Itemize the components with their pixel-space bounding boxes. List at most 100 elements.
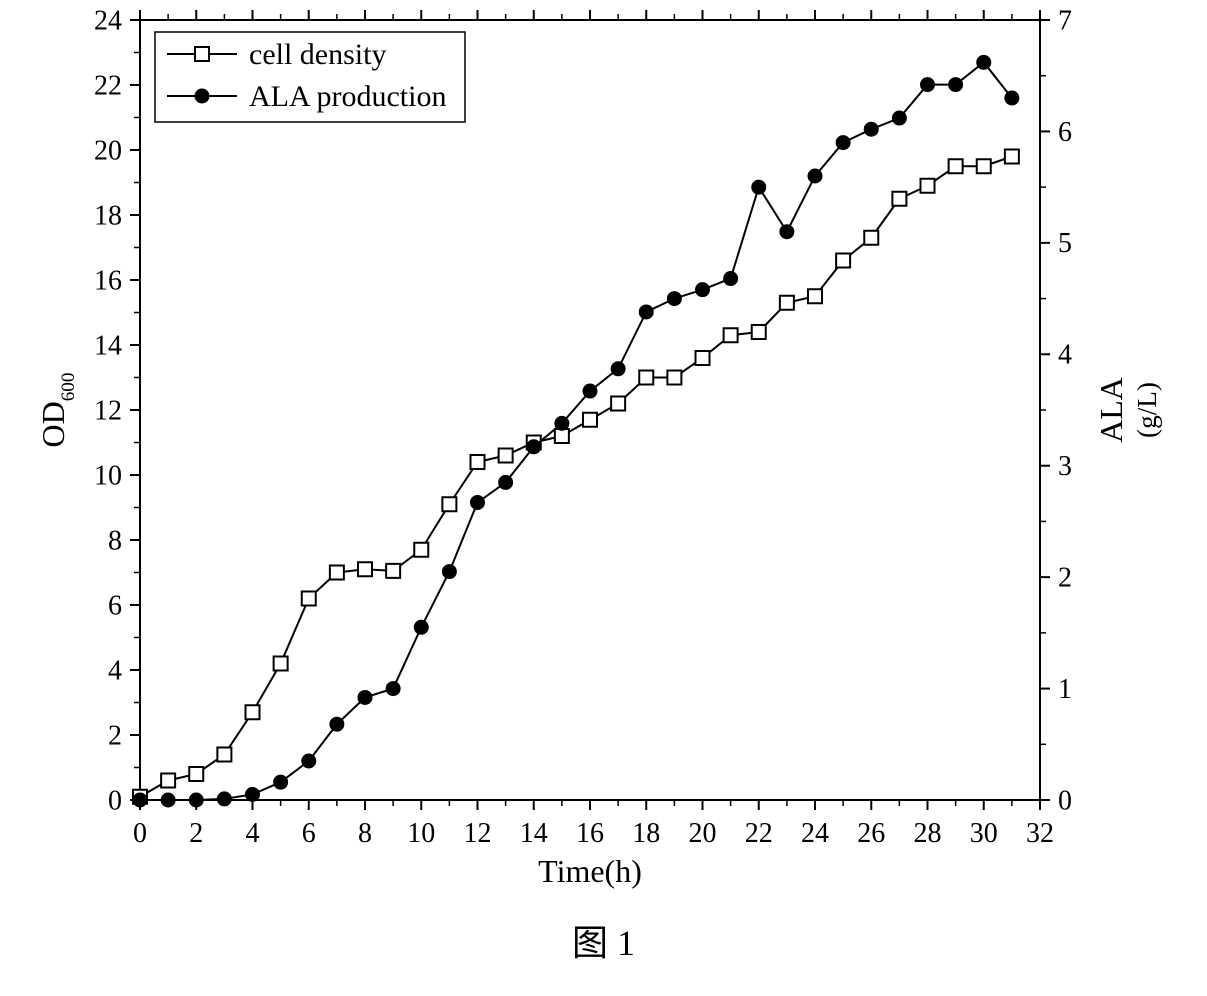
marker-circle [949, 78, 963, 92]
marker-circle [1005, 91, 1019, 105]
marker-circle [892, 111, 906, 125]
y-right-tick-label: 3 [1058, 451, 1072, 482]
y-right-tick-label: 0 [1058, 785, 1072, 816]
x-tick-label: 24 [801, 818, 829, 849]
y-right-tick-label: 1 [1058, 674, 1072, 705]
marker-circle [921, 78, 935, 92]
x-tick-label: 0 [133, 818, 147, 849]
y-left-tick-label: 2 [108, 720, 122, 751]
marker-circle [414, 620, 428, 634]
marker-square [1005, 150, 1019, 164]
svg-text:(g/L): (g/L) [1132, 382, 1162, 438]
marker-circle [780, 225, 794, 239]
marker-square [921, 179, 935, 193]
marker-square [836, 254, 850, 268]
marker-circle [189, 793, 203, 807]
marker-circle [386, 682, 400, 696]
page: 02468101214161820222426283032Time(h)0246… [0, 0, 1207, 996]
y-left-tick-label: 16 [94, 265, 122, 296]
plot-frame [140, 20, 1040, 800]
x-tick-label: 14 [520, 818, 548, 849]
y-left-axis-title: OD600 [35, 373, 79, 448]
x-tick-label: 18 [632, 818, 660, 849]
svg-text:OD600: OD600 [35, 373, 79, 448]
y-left-tick-label: 12 [94, 395, 122, 426]
marker-circle [977, 55, 991, 69]
marker-circle [442, 565, 456, 579]
x-tick-label: 2 [189, 818, 203, 849]
y-right-tick-label: 5 [1058, 228, 1072, 259]
x-tick-label: 32 [1026, 818, 1054, 849]
marker-circle [696, 283, 710, 297]
marker-circle [583, 384, 597, 398]
marker-square [161, 774, 175, 788]
marker-square [217, 748, 231, 762]
y-right-axis-title: ALA(g/L) [1093, 377, 1162, 443]
marker-square [696, 351, 710, 365]
marker-circle [527, 440, 541, 454]
marker-square [864, 231, 878, 245]
marker-circle [246, 787, 260, 801]
marker-circle [864, 122, 878, 136]
marker-square [752, 325, 766, 339]
y-left-tick-label: 8 [108, 525, 122, 556]
y-right-tick-label: 2 [1058, 562, 1072, 593]
marker-circle [639, 305, 653, 319]
legend-label: cell density [249, 38, 386, 71]
marker-square [977, 159, 991, 173]
marker-circle [330, 717, 344, 731]
marker-square [189, 767, 203, 781]
marker-square [583, 413, 597, 427]
y-left-tick-label: 24 [94, 5, 122, 36]
marker-square [780, 296, 794, 310]
marker-circle [161, 793, 175, 807]
x-tick-label: 28 [914, 818, 942, 849]
marker-square [639, 371, 653, 385]
marker-square [274, 657, 288, 671]
y-left-tick-label: 10 [94, 460, 122, 491]
marker-square [949, 159, 963, 173]
y-left-tick-label: 20 [94, 135, 122, 166]
marker-circle [358, 690, 372, 704]
marker-circle [752, 180, 766, 194]
marker-circle [471, 495, 485, 509]
x-tick-label: 8 [358, 818, 372, 849]
marker-square [724, 328, 738, 342]
legend: cell density ALA production [155, 32, 465, 122]
x-tick-label: 30 [970, 818, 998, 849]
x-tick-label: 22 [745, 818, 773, 849]
marker-circle [808, 169, 822, 183]
marker-square [555, 429, 569, 443]
marker-square [302, 592, 316, 606]
marker-square [611, 397, 625, 411]
marker-square [358, 562, 372, 576]
marker-circle [724, 272, 738, 286]
y-left-tick-label: 0 [108, 785, 122, 816]
y-left-tick-label: 6 [108, 590, 122, 621]
marker-square [330, 566, 344, 580]
marker-square [808, 289, 822, 303]
marker-circle [217, 792, 231, 806]
y-left-tick-label: 14 [94, 330, 122, 361]
y-right-tick-label: 7 [1058, 5, 1072, 36]
figure-caption: 图 1 [0, 914, 1207, 966]
legend-label: ALA production [249, 80, 446, 113]
marker-square [442, 497, 456, 511]
marker-square [667, 371, 681, 385]
marker-square [471, 455, 485, 469]
marker-circle [274, 775, 288, 789]
marker-square [892, 192, 906, 206]
dual-axis-chart: 02468101214161820222426283032Time(h)0246… [0, 0, 1207, 900]
y-right-tick-label: 4 [1058, 340, 1072, 371]
x-tick-label: 16 [576, 818, 604, 849]
y-left-tick-label: 4 [108, 655, 122, 686]
marker-circle [302, 754, 316, 768]
x-tick-label: 20 [689, 818, 717, 849]
svg-text:ALA: ALA [1093, 377, 1129, 443]
x-tick-label: 10 [407, 818, 435, 849]
y-left-tick-label: 22 [94, 70, 122, 101]
x-tick-label: 6 [302, 818, 316, 849]
marker-square [499, 449, 513, 463]
x-axis-title: Time(h) [538, 853, 642, 889]
marker-square [386, 564, 400, 578]
